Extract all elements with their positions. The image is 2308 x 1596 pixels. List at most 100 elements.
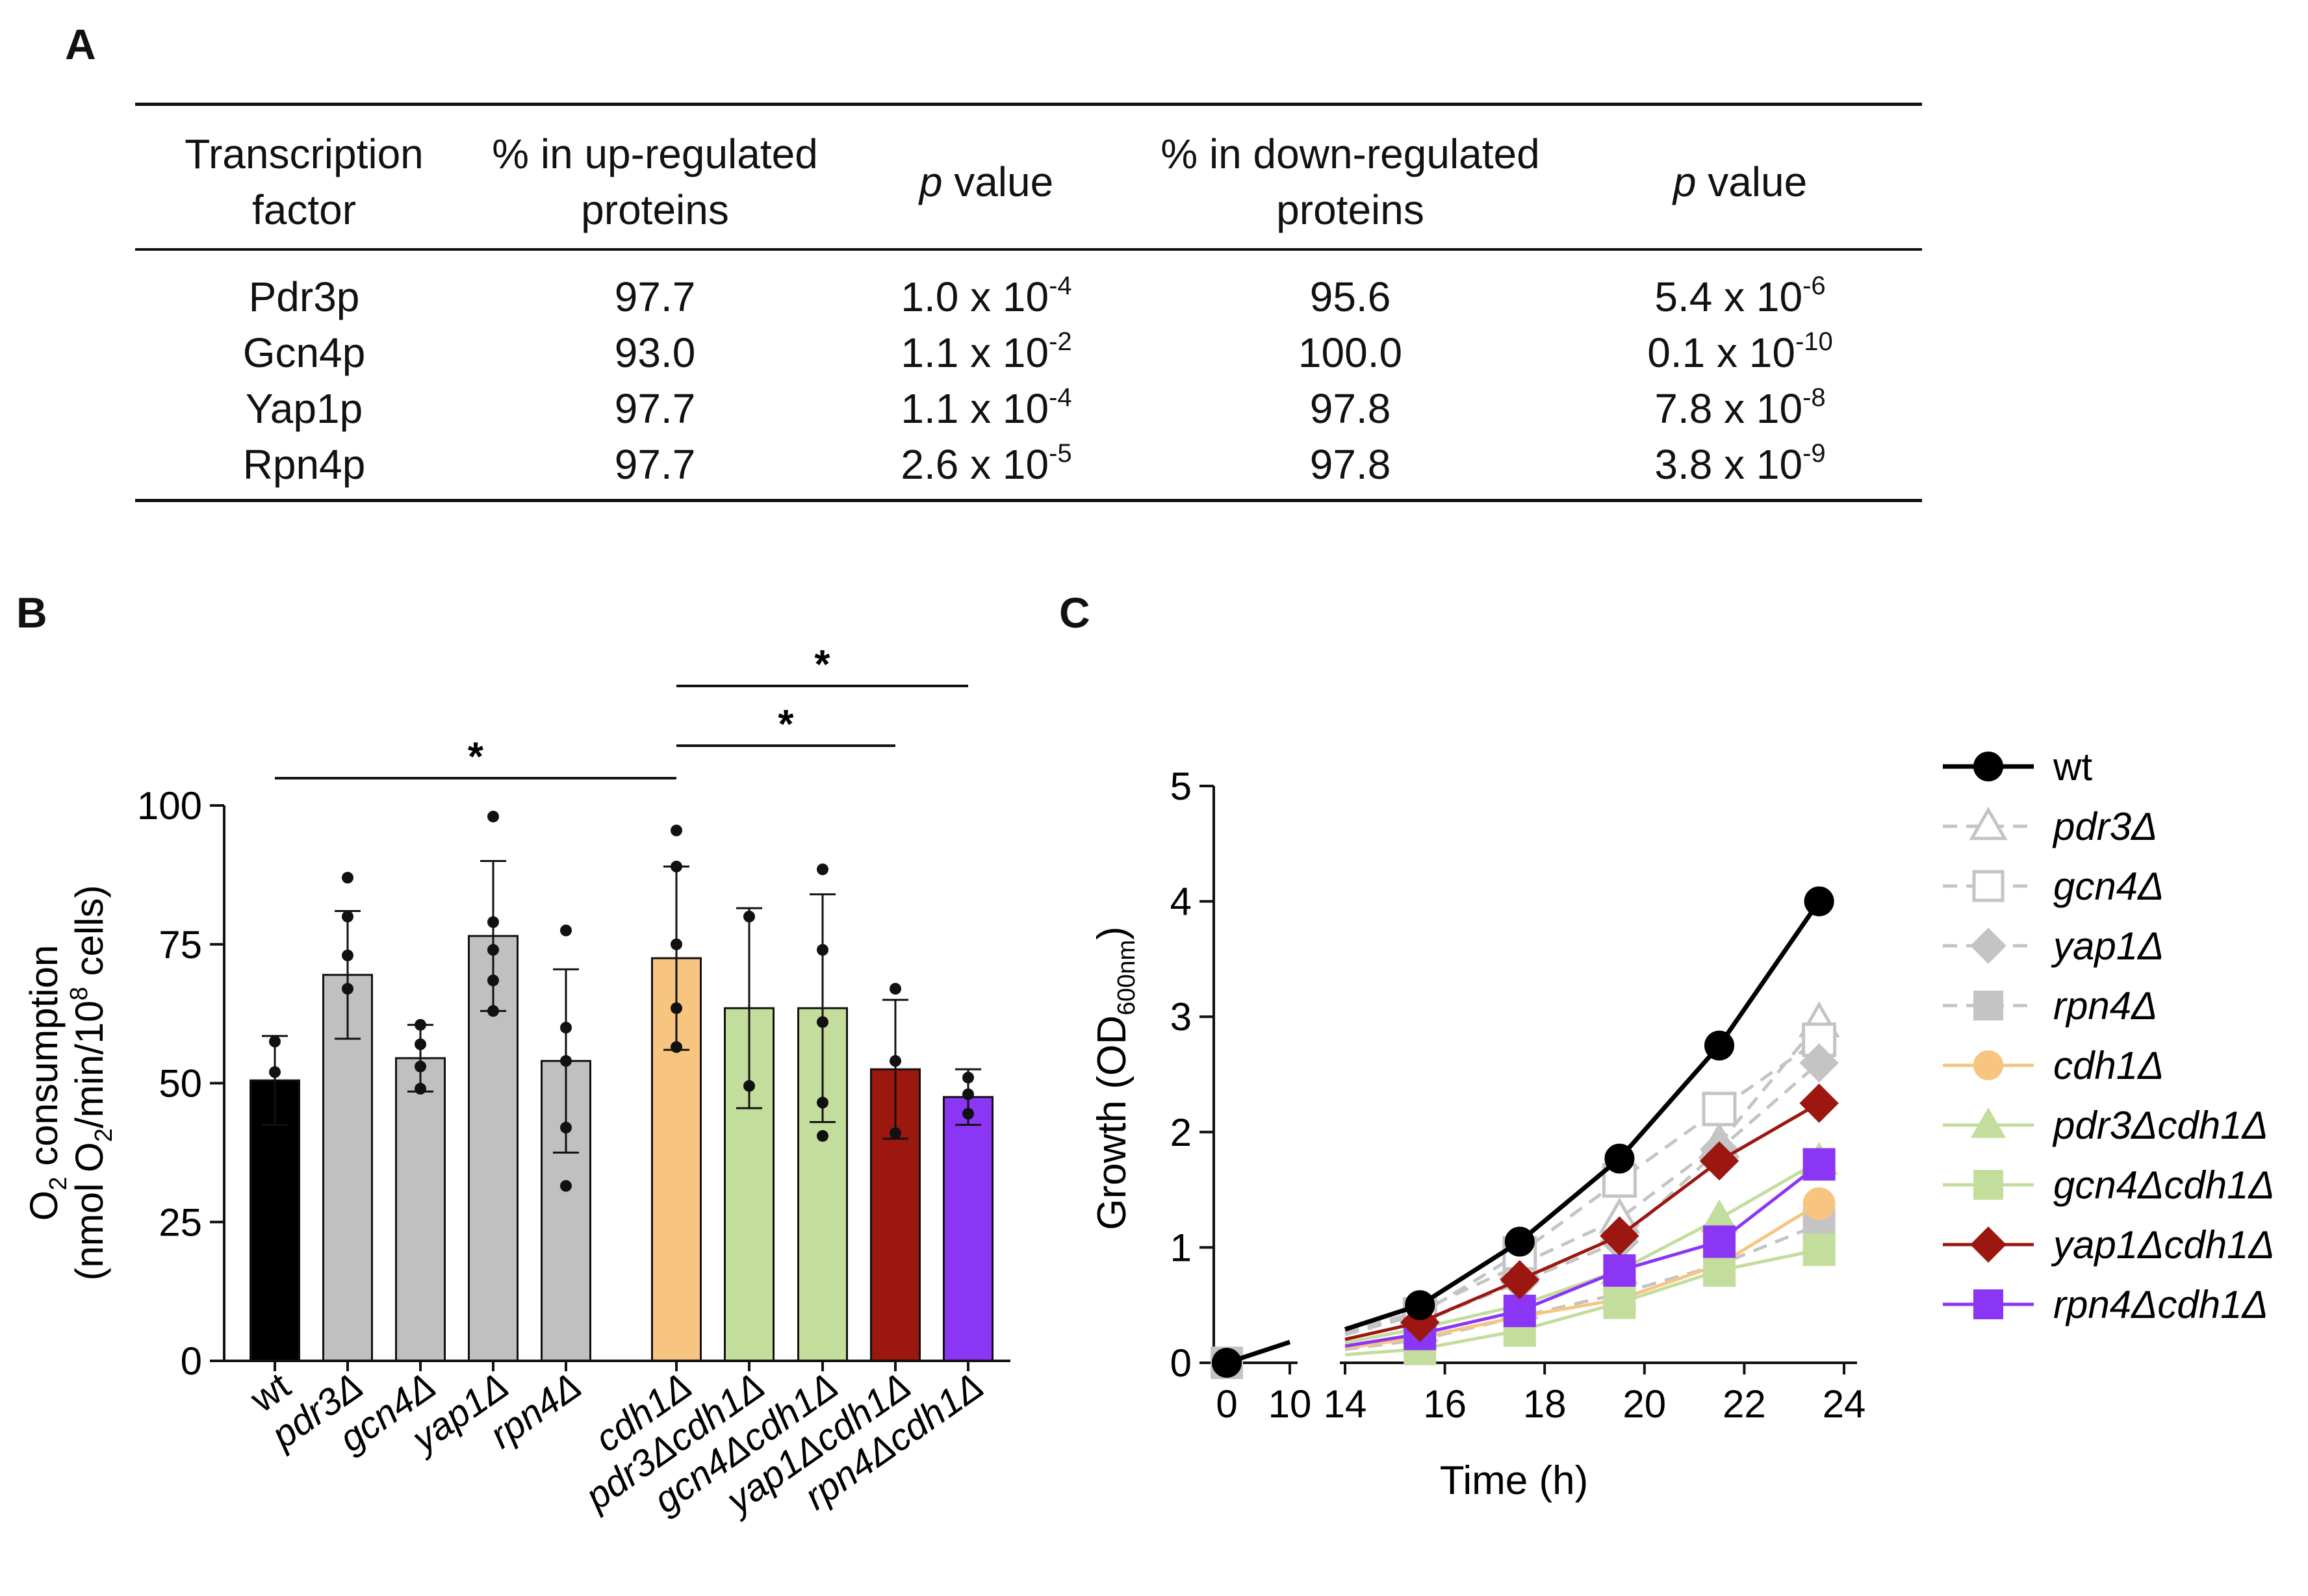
x-tick-label: 10: [1268, 1382, 1312, 1426]
table-header-rule: [135, 248, 1922, 251]
cell-tf: Rpn4p: [242, 441, 366, 488]
data-point: [1503, 1295, 1536, 1328]
legend-marker: [1972, 870, 2005, 902]
legend-item-yap1Δcdh1Δ: yap1Δcdh1Δ: [1943, 1223, 2275, 1267]
legend-label: gcn4Δ: [2053, 865, 2164, 908]
legend-label: pdr3Δ: [2052, 805, 2157, 848]
legend-item-gcn4Δ: gcn4Δ: [1943, 865, 2164, 908]
bar-wt: [250, 1079, 300, 1362]
data-point: [817, 863, 828, 876]
data-point: [487, 1005, 499, 1017]
y-tick-label: 0: [1170, 1341, 1192, 1385]
y-tick-label: 4: [1170, 880, 1192, 924]
y-tick-label: 0: [181, 1339, 202, 1383]
cell-p-down: 0.1 x 10-10: [1647, 327, 1833, 376]
data-point: [487, 944, 499, 956]
y-tick-label: 100: [137, 784, 202, 828]
legend-item-pdr3Δcdh1Δ: pdr3Δcdh1Δ: [1943, 1104, 2268, 1147]
legend-marker: [1973, 991, 2003, 1020]
data-point: [1804, 886, 1834, 917]
y-tick-label: 3: [1170, 995, 1192, 1039]
data-point: [890, 983, 901, 995]
data-point: [671, 861, 682, 873]
data-point: [560, 924, 572, 937]
y-tick-label: 2: [1170, 1111, 1192, 1154]
data-point: [1500, 1260, 1540, 1300]
panel-a-label: A: [65, 20, 96, 68]
data-point: [1802, 1187, 1836, 1220]
y-axis-label: Growth (OD600nm): [1090, 926, 1140, 1230]
cell-down: 95.6: [1309, 273, 1391, 320]
legend-item-wt: wt: [1943, 745, 2092, 789]
legend-label: yap1Δ: [2051, 924, 2164, 968]
data-point: [342, 872, 353, 884]
data-point: [269, 1066, 281, 1078]
panel-c-label: C: [1059, 589, 1090, 637]
data-point: [1603, 1254, 1636, 1287]
data-point: [1702, 1091, 1737, 1126]
y-tick-label: 5: [1170, 765, 1192, 808]
data-point: [671, 938, 682, 950]
data-point: [1802, 1233, 1836, 1266]
legend-item-rpn4Δ: rpn4Δ: [1943, 984, 2157, 1028]
legend-marker: [1973, 1289, 2003, 1319]
header-p-value-down: p value: [1673, 158, 1808, 205]
legend-label: rpn4Δcdh1Δ: [2053, 1283, 2268, 1326]
data-point: [342, 949, 353, 961]
legend-marker: [1973, 1050, 2003, 1080]
cell-p-down: 7.8 x 10-8: [1654, 383, 1826, 432]
cell-down: 97.8: [1309, 441, 1391, 488]
y-axis-label-line1: O2 consumption: [22, 945, 72, 1221]
data-point: [1699, 1141, 1739, 1181]
legend-label: rpn4Δ: [2053, 984, 2157, 1028]
cell-down: 100.0: [1298, 329, 1403, 376]
y-tick-label: 50: [159, 1062, 202, 1106]
bar-rpn4Δcdh1Δ: [943, 1096, 994, 1362]
legend-item-gcn4Δcdh1Δ: gcn4Δcdh1Δ: [1943, 1163, 2275, 1207]
bar-gcn4Δ: [395, 1057, 446, 1362]
o2-consumption-bar-chart: ***wtpdr3Δgcn4Δyap1Δrpn4Δcdh1Δpdr3Δcdh1Δ…: [22, 642, 1010, 1523]
legend-marker: [1970, 1226, 2007, 1263]
data-point: [1799, 1043, 1839, 1083]
cell-up: 97.7: [614, 441, 696, 488]
data-point: [1504, 1226, 1535, 1257]
panel-b-label: B: [16, 589, 47, 637]
legend-label: gcn4Δcdh1Δ: [2053, 1163, 2275, 1207]
data-point: [671, 1041, 682, 1053]
data-point: [962, 1088, 974, 1100]
cell-p-up: 1.0 x 10-4: [901, 272, 1072, 320]
data-point: [560, 1022, 572, 1033]
data-point: [1400, 1302, 1440, 1343]
cell-down: 97.8: [1309, 385, 1391, 432]
data-point: [1604, 1143, 1635, 1174]
data-point: [743, 911, 755, 922]
data-point: [1603, 1286, 1636, 1319]
series-line-segment-2: [1344, 1061, 1821, 1341]
data-point: [1600, 1216, 1639, 1256]
legend-label: cdh1Δ: [2053, 1044, 2164, 1087]
cell-up: 93.0: [614, 329, 696, 376]
data-point: [415, 1019, 426, 1031]
data-point: [560, 1055, 572, 1067]
data-point: [817, 944, 828, 956]
y-tick-label: 25: [159, 1200, 202, 1244]
significance-star: *: [468, 735, 484, 779]
x-tick-label: 14: [1324, 1382, 1367, 1426]
cell-up: 97.7: [614, 273, 696, 320]
data-point: [817, 1096, 828, 1109]
data-point: [415, 1060, 426, 1072]
legend-marker: [1969, 806, 2008, 841]
table-top-rule: [135, 103, 1922, 106]
x-tick-label: 16: [1423, 1382, 1467, 1426]
data-point: [1703, 1254, 1736, 1287]
legend-item-yap1Δ: yap1Δ: [1943, 924, 2164, 968]
x-tick-label: 18: [1523, 1382, 1567, 1426]
legend-item-cdh1Δ: cdh1Δ: [1943, 1044, 2164, 1087]
data-point: [487, 811, 499, 823]
data-point: [415, 1083, 426, 1095]
cell-p-up: 2.6 x 10-5: [901, 439, 1072, 488]
data-point: [743, 1080, 755, 1092]
significance-star: *: [778, 702, 794, 747]
data-point: [1802, 1148, 1836, 1181]
